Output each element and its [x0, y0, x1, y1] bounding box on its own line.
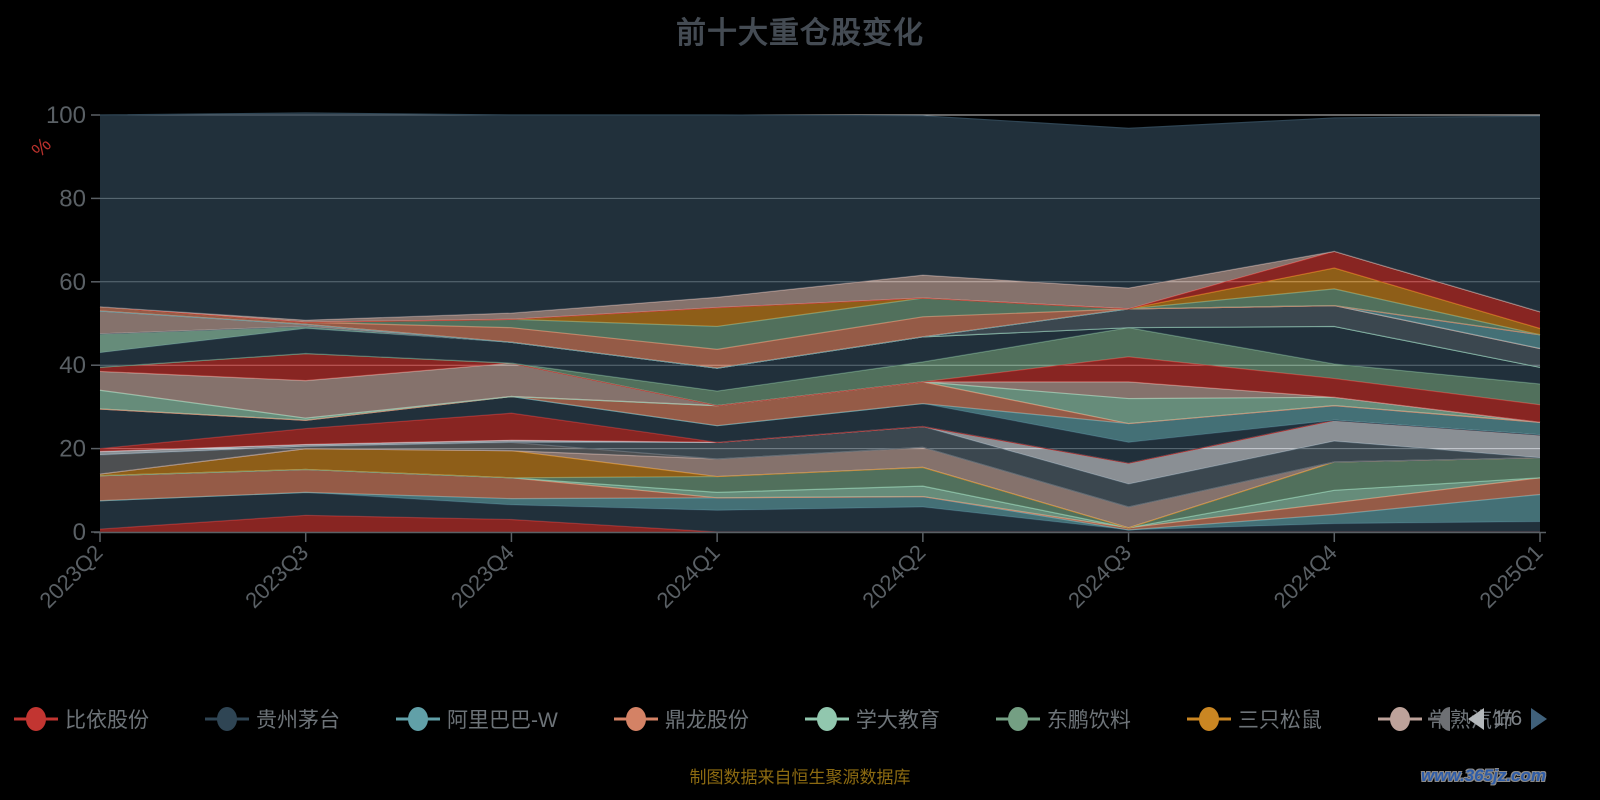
y-axis-tick-label: 20 [59, 436, 86, 463]
area-series-14 [100, 396, 1540, 443]
legend-item-label: 贵州茅台 [256, 709, 340, 732]
x-axis-tick-label: 2023Q3 [240, 540, 313, 613]
area-series-18 [100, 353, 1540, 423]
legend-item-学大教育[interactable]: 学大教育 [804, 704, 940, 734]
legend-marker-icon [396, 707, 440, 731]
legend-next-page-icon[interactable] [1531, 708, 1548, 730]
area-series-25 [100, 305, 1540, 369]
legend: 比依股份 贵州茅台 阿里巴巴-W 鼎龙股份 学大教育 东鹏饮料 三只松鼠 常熟汽饰 [14, 698, 1513, 740]
area-series-30 [100, 112, 1540, 321]
legend-marker-icon [205, 707, 249, 731]
area-series-6-东鹏饮料 [100, 457, 1540, 528]
legend-item-label: 比依股份 [65, 709, 149, 732]
y-axis-tick-label: 60 [59, 269, 86, 296]
line-series-30 [99, 112, 1541, 129]
legend-item-overflow[interactable] [1428, 698, 1450, 740]
area-series-15 [100, 381, 1540, 426]
legend-item-比依股份[interactable]: 比依股份 [14, 704, 149, 734]
area-series-19 [100, 327, 1540, 406]
legend-marker-icon [613, 707, 658, 731]
area-series-13 [100, 396, 1540, 464]
area-series-11 [100, 420, 1540, 485]
legend-item-鼎龙股份[interactable]: 鼎龙股份 [613, 704, 749, 734]
area-series-29 [100, 251, 1540, 323]
legend-marker-icon [1377, 707, 1422, 731]
y-axis-tick-label: 40 [59, 352, 86, 379]
y-axis-tick-label: 100 [46, 102, 86, 129]
x-axis-tick-label: 2024Q3 [1063, 540, 1136, 613]
legend-item-label: 鼎龙股份 [664, 709, 749, 732]
data-source-note: 制图数据来自恒生聚源数据库 [689, 768, 911, 787]
area-series-22 [100, 305, 1540, 369]
legend-item-阿里巴巴-W[interactable]: 阿里巴巴-W [396, 704, 558, 734]
legend-item-label: 三只松鼠 [1237, 709, 1322, 732]
area-series-17 [100, 363, 1540, 423]
page-title: 前十大重仓股变化 [676, 17, 924, 50]
legend-page-indicator: 1/6 [1493, 707, 1523, 730]
legend-item-label: 学大教育 [855, 709, 940, 732]
legend-marker-icon [804, 707, 849, 731]
area-series-7-三只松鼠 [100, 448, 1540, 528]
area-series-1-比依股份 [100, 515, 1540, 532]
area-series-12 [100, 413, 1540, 464]
legend-prev-page-icon[interactable] [1468, 708, 1484, 730]
area-series-4-鼎龙股份 [100, 469, 1540, 530]
legend-item-贵州茅台[interactable]: 贵州茅台 [205, 704, 340, 734]
area-series-21 [100, 326, 1540, 369]
y-axis-tick-label: 0 [73, 519, 86, 546]
legend-marker-overflow-icon [1428, 707, 1450, 731]
x-axis-tick-label: 2025Q1 [1474, 540, 1547, 613]
x-axis-tick-label: 2024Q2 [857, 540, 930, 613]
legend-item-东鹏饮料[interactable]: 东鹏饮料 [995, 704, 1131, 734]
area-series-3-阿里巴巴-W [100, 492, 1540, 530]
y-axis-tick-label: 80 [59, 185, 86, 212]
legend-item-label: 东鹏饮料 [1046, 709, 1131, 732]
area-series-10 [100, 426, 1540, 507]
legend-marker-icon [995, 707, 1040, 731]
y-axis-name: % [28, 134, 56, 162]
x-axis-tick-label: 2023Q4 [446, 540, 519, 613]
area-series-16 [100, 381, 1540, 424]
x-axis-tick-label: 2023Q2 [34, 540, 107, 613]
x-axis-tick-label: 2024Q1 [652, 540, 725, 613]
watermark: www.365jz.com [1420, 766, 1546, 785]
legend-marker-icon [1186, 707, 1231, 731]
stacked-area-chart: 2023Q2 2023Q3 2023Q4 2024Q1 2024Q2 2024Q3 2024… [28, 102, 1548, 613]
legend-marker-icon [14, 707, 58, 731]
legend-pagination: 1/6 [1468, 698, 1548, 740]
legend-item-三只松鼠[interactable]: 三只松鼠 [1186, 704, 1322, 734]
legend-item-label: 阿里巴巴-W [447, 709, 558, 732]
x-axis-tick-label: 2024Q4 [1269, 540, 1342, 613]
area-series-8-常熟汽饰 [100, 447, 1540, 528]
area-series-20 [100, 326, 1540, 392]
